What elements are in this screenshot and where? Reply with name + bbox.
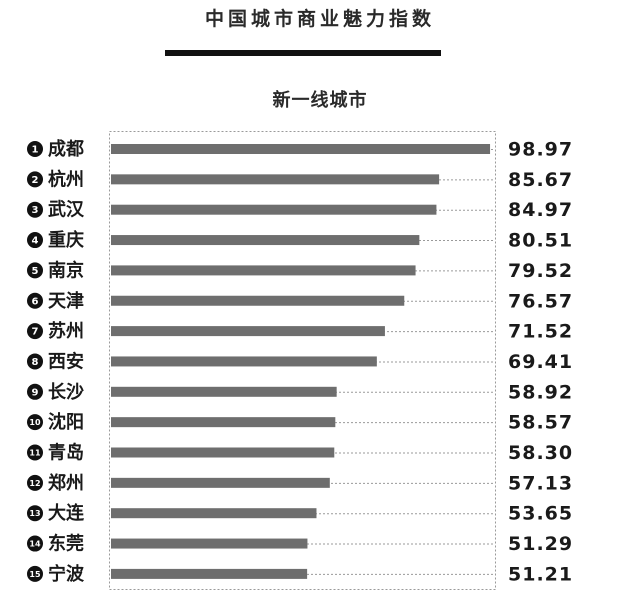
category-label: 西安 <box>48 350 84 372</box>
rank-badge <box>27 171 43 188</box>
rank-badge <box>27 383 43 400</box>
rank-number: 5 <box>32 266 39 277</box>
category-label: 沈阳 <box>48 411 84 433</box>
bar <box>111 477 330 488</box>
category-label: 东莞 <box>48 533 84 555</box>
bar <box>111 174 440 185</box>
rank-badge <box>27 444 43 461</box>
category-label: 成都 <box>48 138 84 160</box>
value-label: 76.57 <box>508 290 573 312</box>
category-label: 宁波 <box>48 563 85 585</box>
value-label: 58.57 <box>508 412 573 434</box>
rank-number: 12 <box>29 479 40 488</box>
value-label: 84.97 <box>508 199 573 221</box>
rank-number: 14 <box>29 540 41 549</box>
bar <box>111 568 308 579</box>
rank-number: 1 <box>32 145 39 156</box>
rank-badge <box>27 141 43 157</box>
value-label: 98.97 <box>508 139 573 161</box>
bar <box>111 386 337 397</box>
chart-row: 4 重庆 80.51 <box>27 229 573 252</box>
chart-row: 3 武汉 84.97 <box>27 199 573 221</box>
chart-subtitle: 新一线城市 <box>272 90 368 111</box>
value-label: 58.92 <box>508 381 573 403</box>
chart-row: 9 长沙 58.92 <box>27 381 573 403</box>
title-underline <box>165 50 441 56</box>
rank-badge <box>27 262 43 279</box>
rank-number: 8 <box>32 357 39 368</box>
bar <box>111 235 420 246</box>
rank-badge <box>27 474 43 491</box>
rank-badge <box>27 535 43 552</box>
rank-badge <box>27 323 43 340</box>
chart-row: 12 郑州 57.13 <box>27 472 573 494</box>
rank-number: 7 <box>32 327 39 338</box>
chart-title: 中国城市商业魅力指数 <box>204 8 435 30</box>
chart-row: 10 沈阳 58.57 <box>27 411 573 434</box>
rank-number: 2 <box>32 175 39 186</box>
category-label: 杭州 <box>48 168 84 190</box>
bar <box>111 265 416 276</box>
bar <box>111 447 335 458</box>
value-label: 57.13 <box>508 472 573 494</box>
value-label: 51.29 <box>508 533 573 555</box>
chart-rows: 1 成都 98.97 2 杭州 85.67 3 武汉 84.97 4 重庆 80.51 5 南京 79.52… <box>27 138 573 585</box>
chart-row: 7 苏州 71.52 <box>27 320 573 343</box>
chart-row: 15 宁波 51.21 <box>27 563 573 585</box>
rank-number: 3 <box>32 205 39 216</box>
value-label: 69.41 <box>508 351 573 373</box>
rank-number: 10 <box>29 418 41 427</box>
rank-number: 13 <box>29 509 40 518</box>
rank-badge <box>27 505 43 522</box>
rank-badge <box>27 292 43 309</box>
category-label: 郑州 <box>48 472 84 494</box>
value-label: 80.51 <box>508 230 573 252</box>
bar <box>111 204 437 215</box>
category-label: 天津 <box>48 290 84 312</box>
category-label: 青岛 <box>48 442 84 464</box>
value-label: 79.52 <box>508 260 573 282</box>
rank-number: 6 <box>32 296 39 307</box>
chart-row: 14 东莞 51.29 <box>27 533 573 555</box>
bar <box>111 144 491 154</box>
category-label: 重庆 <box>48 229 84 251</box>
rank-badge <box>27 565 43 582</box>
value-label: 51.21 <box>508 563 573 585</box>
rank-badge <box>27 201 43 218</box>
value-label: 53.65 <box>508 503 573 525</box>
bar <box>111 295 405 306</box>
chart-frame <box>109 131 496 590</box>
value-label: 58.30 <box>508 442 573 464</box>
chart-row: 13 大连 53.65 <box>27 502 573 525</box>
chart-row: 6 天津 76.57 <box>27 290 573 312</box>
category-label: 长沙 <box>48 382 84 403</box>
bar <box>111 356 377 367</box>
bar <box>111 326 385 337</box>
rank-number: 15 <box>29 570 41 579</box>
bar <box>111 417 336 428</box>
chart-row: 8 西安 69.41 <box>27 350 573 373</box>
category-label: 大连 <box>48 502 85 524</box>
rank-badge <box>27 414 43 431</box>
chart-row: 2 杭州 85.67 <box>27 168 573 191</box>
chart-row: 1 成都 98.97 <box>27 138 573 161</box>
category-label: 苏州 <box>48 320 84 342</box>
rank-number: 9 <box>32 387 39 398</box>
bar <box>111 538 308 549</box>
rank-badge <box>27 353 43 370</box>
chart-row: 5 南京 79.52 <box>27 259 573 282</box>
chart-row: 11 青岛 58.30 <box>27 442 573 464</box>
rank-number: 4 <box>32 236 39 247</box>
value-label: 71.52 <box>508 321 573 343</box>
value-label: 85.67 <box>508 169 573 191</box>
category-label: 南京 <box>48 259 84 281</box>
rank-number: 11 <box>29 449 41 458</box>
rank-badge <box>27 232 43 249</box>
bar <box>111 508 317 519</box>
category-label: 武汉 <box>48 200 85 221</box>
